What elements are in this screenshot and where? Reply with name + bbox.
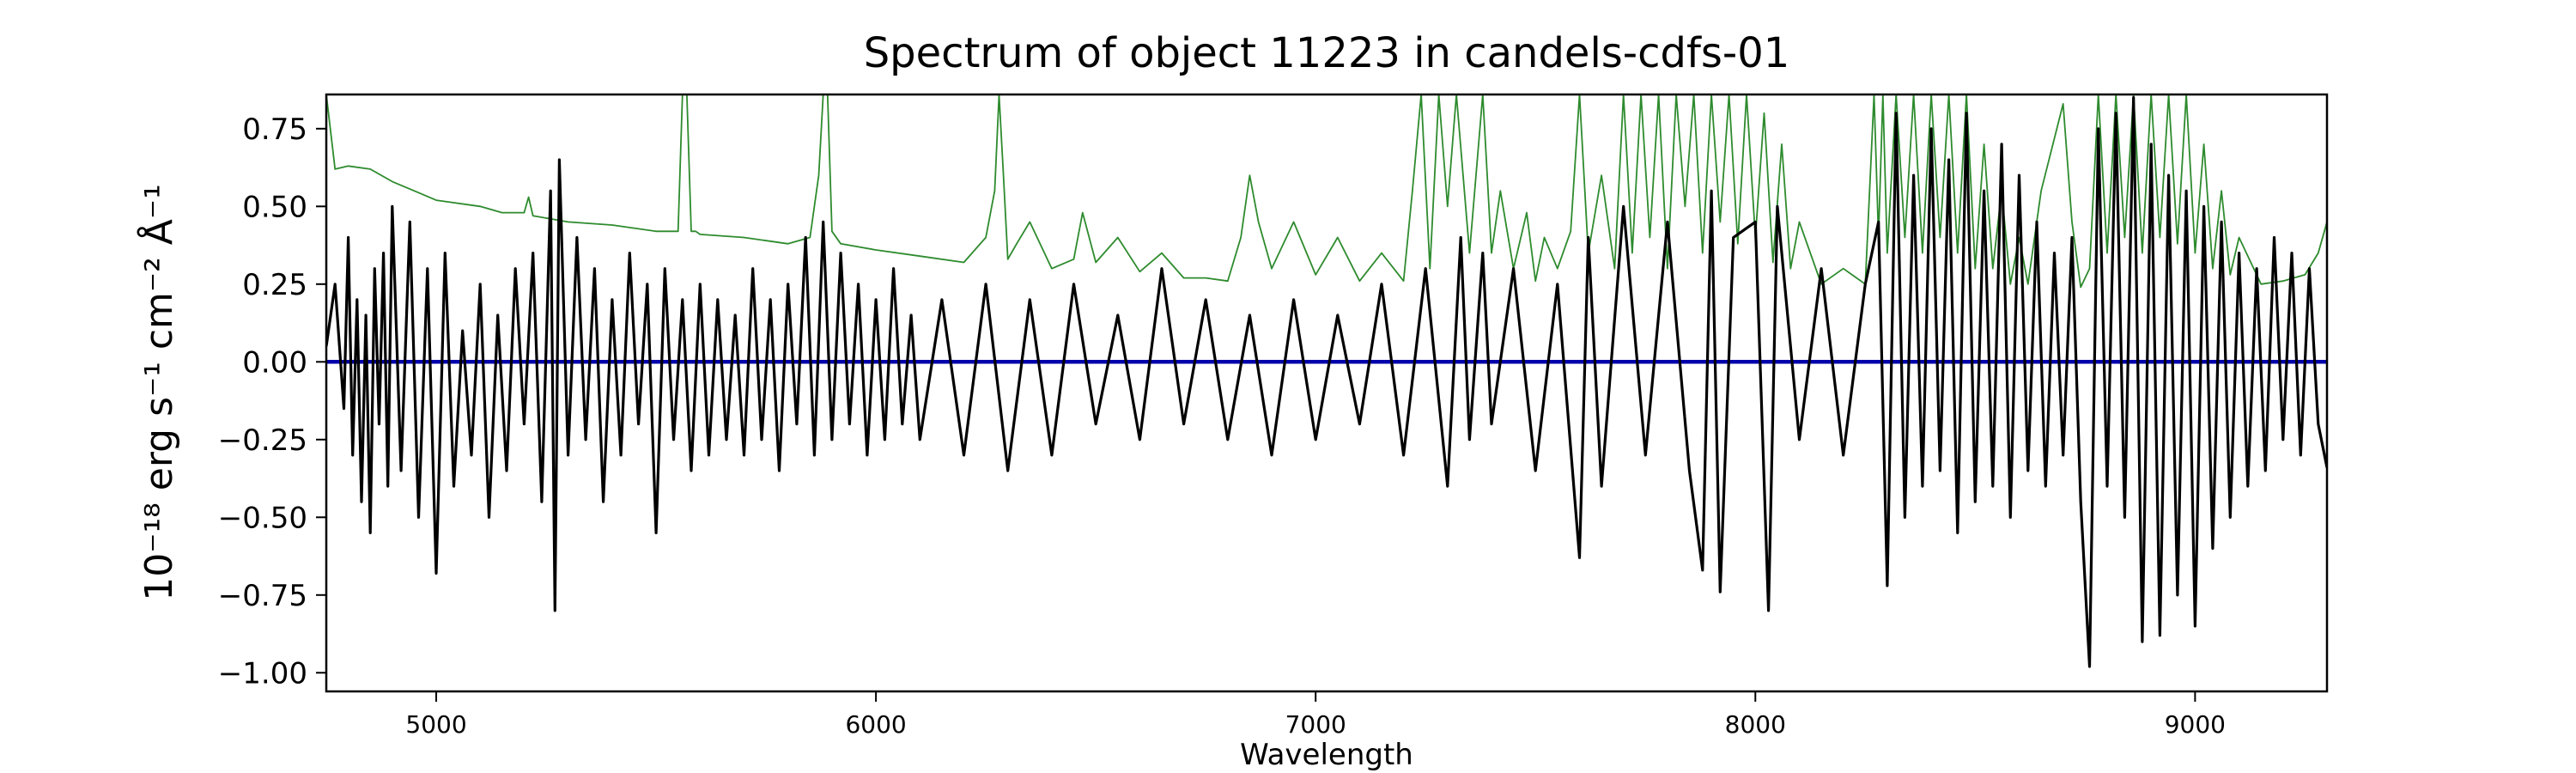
chart-title: Spectrum of object 11223 in candels-cdfs… xyxy=(864,29,1790,77)
y-tick-label: 0.00 xyxy=(242,345,307,380)
y-tick-label: −0.25 xyxy=(218,423,307,458)
x-tick-label: 8000 xyxy=(1725,710,1786,739)
x-tick-label: 5000 xyxy=(405,710,466,739)
x-tick-label: 6000 xyxy=(845,710,906,739)
x-axis: 5000 6000 7000 8000 9000 xyxy=(405,691,2226,739)
y-axis-label: 10⁻¹⁸ erg s⁻¹ cm⁻² Å⁻¹ xyxy=(136,184,181,600)
plot-frame xyxy=(325,93,2329,693)
y-tick-label: −1.00 xyxy=(218,656,307,691)
y-tick-label: 0.25 xyxy=(242,268,307,302)
series-line-flux xyxy=(326,95,2327,668)
x-tick-label: 9000 xyxy=(2165,710,2226,739)
y-tick-label: 0.75 xyxy=(242,113,307,147)
y-tick-label: 0.50 xyxy=(242,190,307,224)
x-tick-label: 7000 xyxy=(1285,710,1346,739)
series-line-error-spectrum xyxy=(326,94,2327,289)
y-tick-label: −0.50 xyxy=(218,501,307,535)
y-tick-label: −0.75 xyxy=(218,579,307,613)
y-axis: −1.00 −0.75 −0.50 −0.25 0.00 0.25 0.50 0.75 xyxy=(218,113,326,691)
x-axis-label: Wavelength xyxy=(1240,738,1413,772)
series-layer xyxy=(326,94,2327,668)
